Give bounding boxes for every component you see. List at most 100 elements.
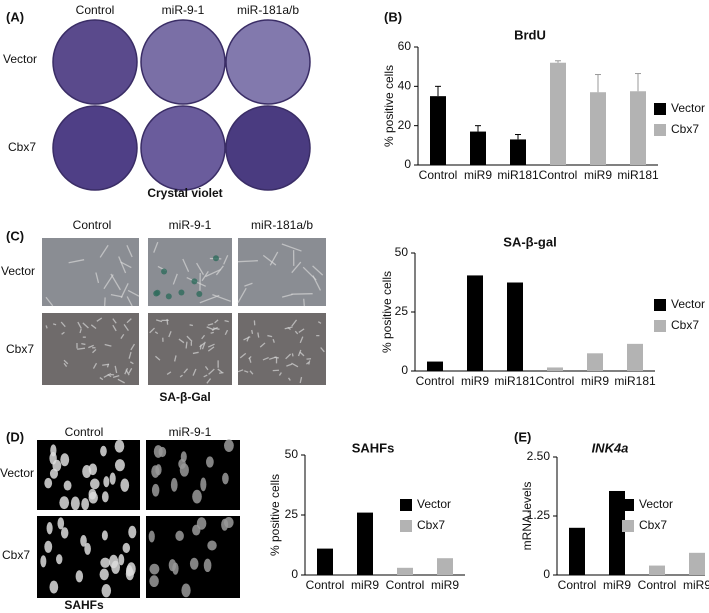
- cell: [185, 341, 188, 349]
- cell: [107, 373, 112, 378]
- bar: [609, 490, 625, 575]
- cell: [210, 331, 214, 334]
- nuclei-image: [146, 516, 240, 598]
- micrograph-bg: [42, 313, 139, 385]
- bar: [569, 527, 585, 575]
- cell: [68, 259, 85, 264]
- cell: [45, 325, 48, 329]
- legend-label: Cbx7: [639, 518, 667, 532]
- cell: [96, 317, 103, 322]
- bar: [507, 282, 523, 371]
- nucleus: [224, 439, 234, 453]
- nucleus: [189, 557, 199, 570]
- cell: [155, 319, 163, 323]
- nucleus: [128, 525, 137, 539]
- bar: [550, 62, 566, 165]
- legend-swatch: [622, 499, 634, 511]
- cell: [120, 333, 125, 339]
- cell: [120, 261, 132, 269]
- micrograph-bg: [148, 313, 232, 385]
- micrograph: [237, 313, 326, 385]
- cell: [155, 355, 161, 361]
- cell: [201, 271, 209, 282]
- cell: [199, 344, 202, 350]
- chart-title: INK4a: [592, 440, 629, 455]
- cell: [287, 377, 291, 381]
- cell: [211, 326, 218, 331]
- micrograph: [148, 238, 232, 306]
- y-tick-label: 50: [285, 447, 299, 461]
- cell: [192, 368, 197, 376]
- cell: [120, 283, 129, 299]
- legend-swatch: [654, 299, 666, 311]
- bar: [427, 361, 443, 371]
- bar: [590, 92, 606, 165]
- nucleus: [151, 465, 160, 478]
- nucleus: [100, 445, 107, 457]
- nucleus: [151, 483, 160, 497]
- nucleus: [179, 463, 189, 477]
- x-tick-label: Control: [419, 168, 458, 182]
- cell: [262, 356, 269, 361]
- cell: [284, 326, 293, 330]
- cell: [278, 372, 282, 376]
- cell: [127, 289, 140, 297]
- y-tick-label: 25: [285, 507, 299, 521]
- cell: [112, 324, 117, 332]
- nucleus: [148, 530, 155, 543]
- cell: [201, 341, 206, 350]
- cell: [77, 321, 82, 329]
- nucleus: [46, 522, 53, 535]
- well-rim: [52, 105, 138, 191]
- cell: [168, 331, 172, 338]
- nucleus: [222, 472, 229, 485]
- cell: [320, 347, 325, 353]
- well-rim: [140, 105, 226, 191]
- cell: [224, 329, 229, 336]
- cell: [291, 261, 302, 274]
- row-label: Cbx7: [8, 140, 36, 154]
- cell: [199, 294, 220, 304]
- column-label: miR-9-1: [162, 3, 205, 17]
- bar: [470, 131, 486, 165]
- bar: [437, 558, 453, 575]
- nucleus: [181, 583, 191, 598]
- nucleus: [114, 459, 125, 472]
- cell: [63, 362, 68, 367]
- bar: [430, 96, 446, 165]
- cell: [262, 254, 277, 266]
- cell: [294, 330, 299, 335]
- x-tick-label: miR9: [584, 168, 612, 182]
- y-tick-label: 25: [395, 304, 409, 318]
- x-tick-label: miR9: [581, 374, 609, 388]
- nucleus: [88, 491, 98, 504]
- cell: [251, 329, 254, 335]
- cell: [204, 365, 209, 371]
- legend-label: Cbx7: [671, 122, 699, 136]
- cell: [299, 376, 303, 384]
- cell: [306, 361, 310, 365]
- bar: [357, 512, 373, 575]
- bar: [397, 567, 413, 575]
- cell: [244, 282, 253, 287]
- row-label: Cbx7: [2, 548, 30, 562]
- legend-label: Cbx7: [671, 318, 699, 332]
- column-label: miR-9-1: [169, 425, 212, 439]
- cell: [205, 268, 222, 278]
- nucleus: [101, 584, 112, 598]
- nucleus: [221, 518, 229, 531]
- well: [141, 20, 225, 104]
- y-tick-label: 0: [401, 363, 408, 377]
- nucleus: [168, 559, 177, 572]
- nucleus: [114, 439, 125, 453]
- cell: [104, 343, 112, 347]
- nucleus: [80, 535, 87, 547]
- cell: [223, 254, 229, 265]
- cell: [63, 359, 69, 365]
- nucleus: [122, 542, 131, 553]
- cell: [45, 296, 54, 307]
- x-tick-label: Control: [416, 374, 455, 388]
- cell: [196, 262, 205, 275]
- column-label: miR-181a/b: [251, 218, 313, 232]
- nucleus: [60, 527, 69, 539]
